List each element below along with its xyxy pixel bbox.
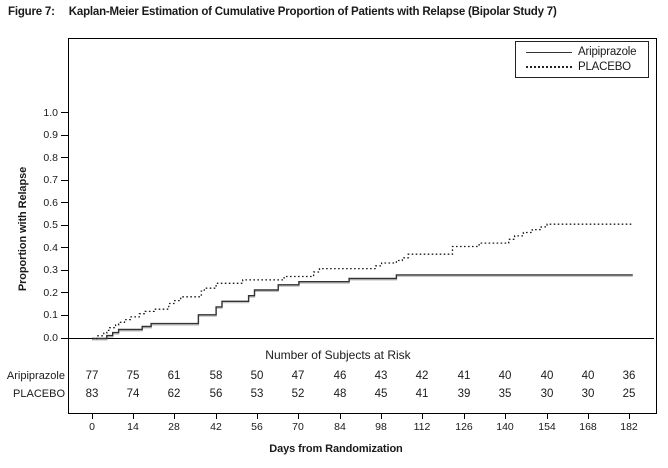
risk-count: 50 [250, 370, 264, 382]
x-tick-label: 0 [89, 421, 95, 433]
risk-count: 41 [457, 370, 471, 382]
y-tick-mark [61, 315, 68, 316]
y-tick-label: 0.3 [43, 264, 58, 276]
risk-count: 48 [333, 388, 347, 400]
risk-count: 58 [209, 370, 223, 382]
legend-row: Aripiprazole [526, 46, 644, 58]
risk-count: 47 [291, 370, 305, 382]
risk-count: 40 [498, 370, 512, 382]
risk-count: 83 [85, 388, 99, 400]
risk-count: 40 [581, 370, 595, 382]
x-tick-mark [92, 413, 93, 419]
risk-count: 77 [85, 370, 99, 382]
x-tick-mark [133, 413, 134, 419]
x-tick-mark [216, 413, 217, 419]
risk-count: 43 [374, 370, 388, 382]
risk-table-title: Number of Subjects at Risk [265, 348, 411, 362]
y-tick-mark [61, 157, 68, 158]
risk-count: 30 [540, 388, 554, 400]
x-tick-mark [588, 413, 589, 419]
legend-label: PLACEBO [578, 61, 631, 73]
y-tick-label: 0.9 [43, 129, 58, 141]
x-tick-label: 168 [579, 421, 597, 433]
risk-count: 61 [167, 370, 181, 382]
x-tick-label: 126 [455, 421, 473, 433]
risk-count: 42 [415, 370, 429, 382]
risk-count: 25 [622, 388, 636, 400]
x-tick-label: 140 [496, 421, 514, 433]
x-tick-mark [629, 413, 630, 419]
y-tick-label: 0.6 [43, 197, 58, 209]
risk-count: 52 [291, 388, 305, 400]
x-tick-mark [174, 413, 175, 419]
y-tick-mark [61, 292, 68, 293]
zero-baseline [69, 338, 654, 339]
figure-title: Figure 7: Kaplan-Meier Estimation of Cumu… [8, 6, 557, 18]
x-tick-mark [422, 413, 423, 419]
x-tick-label: 154 [538, 421, 556, 433]
risk-row-label: PLACEBO [13, 388, 65, 400]
y-tick-mark [61, 180, 68, 181]
risk-count: 41 [415, 388, 429, 400]
risk-count: 75 [126, 370, 140, 382]
legend-dotted-line-icon [526, 66, 572, 68]
x-axis-title: Days from Randomization [269, 443, 403, 455]
risk-count: 62 [167, 388, 181, 400]
y-tick-mark [61, 270, 68, 271]
y-tick-label: 0.0 [43, 332, 58, 344]
risk-count: 53 [250, 388, 264, 400]
y-tick-label: 0.2 [43, 287, 58, 299]
x-tick-mark [464, 413, 465, 419]
x-tick-label: 56 [251, 421, 263, 433]
x-tick-mark [547, 413, 548, 419]
figure-title-text: Kaplan-Meier Estimation of Cumulative Pr… [68, 6, 557, 18]
y-tick-mark [61, 247, 68, 248]
x-tick-mark [298, 413, 299, 419]
y-tick-label: 0.4 [43, 242, 58, 254]
risk-count: 35 [498, 388, 512, 400]
risk-count: 30 [581, 388, 595, 400]
y-tick-mark [61, 225, 68, 226]
x-tick-mark [505, 413, 506, 419]
y-tick-label: 0.5 [43, 219, 58, 231]
y-tick-label: 0.1 [43, 309, 58, 321]
y-tick-mark [61, 112, 68, 113]
risk-row-label: Aripiprazole [6, 370, 65, 382]
x-tick-label: 84 [334, 421, 346, 433]
x-tick-label: 182 [620, 421, 638, 433]
figure-label: Figure 7: [8, 6, 55, 18]
risk-count: 46 [333, 370, 347, 382]
y-tick-label: 0.7 [43, 174, 58, 186]
risk-count: 45 [374, 388, 388, 400]
y-tick-mark [61, 338, 68, 339]
legend-solid-line-icon [526, 51, 572, 53]
legend-label: Aripiprazole [578, 46, 637, 58]
risk-count: 36 [622, 370, 636, 382]
y-tick-label: 1.0 [43, 107, 58, 119]
y-tick-mark [61, 202, 68, 203]
x-tick-label: 14 [127, 421, 139, 433]
y-tick-label: 0.8 [43, 152, 58, 164]
risk-count: 56 [209, 388, 223, 400]
x-tick-mark [257, 413, 258, 419]
legend-row: PLACEBO [526, 61, 644, 73]
x-tick-mark [381, 413, 382, 419]
legend: Aripiprazole PLACEBO [515, 41, 649, 78]
x-tick-label: 70 [292, 421, 304, 433]
x-tick-label: 42 [210, 421, 222, 433]
x-tick-mark [340, 413, 341, 419]
risk-count: 40 [540, 370, 554, 382]
risk-count: 74 [126, 388, 140, 400]
x-tick-label: 28 [168, 421, 180, 433]
x-tick-label: 112 [413, 421, 431, 433]
risk-count: 39 [457, 388, 471, 400]
x-tick-label: 98 [375, 421, 387, 433]
y-tick-mark [61, 135, 68, 136]
